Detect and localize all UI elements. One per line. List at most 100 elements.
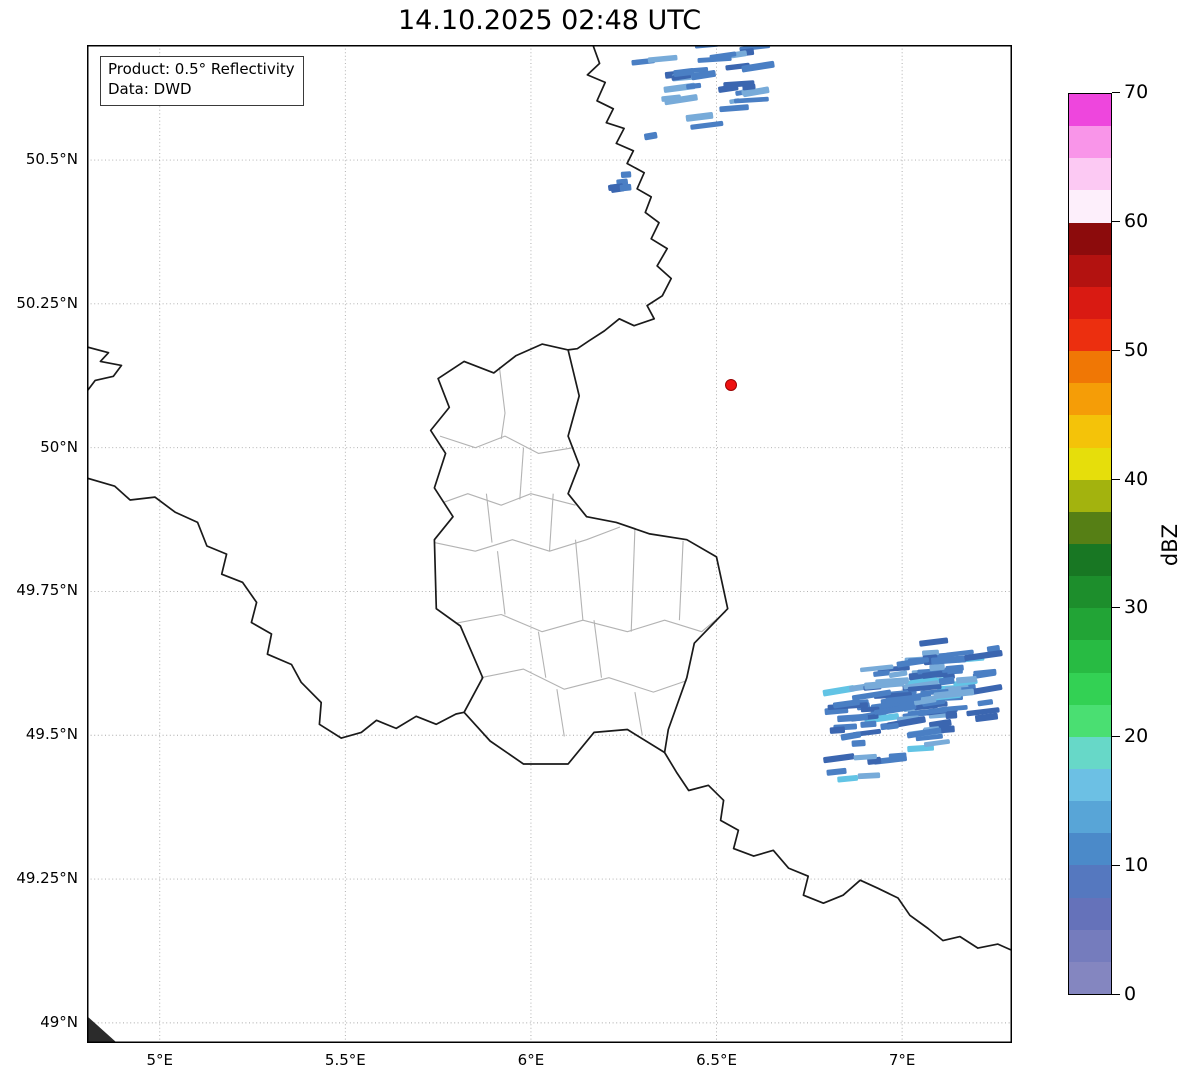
canton-border-line bbox=[537, 631, 547, 678]
x-tick-label: 5.5°E bbox=[324, 1051, 366, 1069]
annotation-product-line: Product: 0.5° Reflectivity bbox=[108, 60, 295, 78]
echo-streak bbox=[822, 685, 855, 697]
echo-streak bbox=[742, 83, 756, 91]
colorbar-segment bbox=[1069, 929, 1111, 962]
echo-streak bbox=[851, 739, 866, 747]
echo-streak bbox=[719, 104, 749, 113]
y-tick-label: 49.5°N bbox=[25, 725, 78, 744]
echo-streak bbox=[664, 94, 698, 106]
colorbar-tick-mark bbox=[1112, 349, 1120, 351]
luxembourg-fill bbox=[430, 344, 728, 764]
echo-streak bbox=[643, 131, 658, 141]
echo-streak bbox=[969, 684, 1003, 696]
colorbar bbox=[1068, 93, 1112, 995]
canton-border-line bbox=[480, 668, 687, 693]
colorbar-tick-label: 60 bbox=[1124, 209, 1149, 232]
colorbar-tick-label: 10 bbox=[1124, 854, 1149, 877]
y-tick-label: 49.25°N bbox=[16, 869, 78, 888]
y-tick-label: 49.75°N bbox=[16, 581, 78, 600]
belgium-germany-border bbox=[567, 45, 673, 351]
echo-streak bbox=[823, 753, 855, 764]
colorbar-tick-label: 20 bbox=[1124, 725, 1149, 748]
echo-streak bbox=[923, 739, 950, 747]
echo-streak bbox=[853, 753, 877, 761]
canton-border-line bbox=[574, 539, 584, 621]
colorbar-segment bbox=[1069, 672, 1111, 705]
canton-border-line bbox=[498, 367, 506, 440]
canton-border-line bbox=[593, 620, 603, 678]
canton-border-line bbox=[496, 551, 506, 615]
luxembourg-border bbox=[429, 343, 729, 765]
echo-streak bbox=[886, 722, 899, 730]
colorbar-segment bbox=[1069, 415, 1111, 448]
canton-border-line bbox=[556, 689, 565, 737]
colorbar-tick-label: 40 bbox=[1124, 467, 1149, 490]
x-tick-label: 6.5°E bbox=[696, 1051, 737, 1069]
colorbar-segment bbox=[1069, 544, 1111, 577]
echo-streak bbox=[964, 650, 1003, 662]
echo-streak bbox=[938, 725, 955, 734]
echo-streak bbox=[977, 699, 994, 707]
echo-streak bbox=[986, 645, 1000, 653]
radar-site-marker bbox=[725, 378, 738, 391]
echo-streak bbox=[907, 707, 947, 717]
echo-streak bbox=[860, 720, 877, 728]
map-layers bbox=[87, 45, 1012, 1043]
echo-streak bbox=[907, 684, 942, 692]
colorbar-segment bbox=[1069, 736, 1111, 770]
x-tick-label: 6°E bbox=[517, 1051, 545, 1069]
colorbar-segment bbox=[1069, 961, 1111, 994]
colorbar-segment bbox=[1069, 286, 1111, 320]
colorbar-segment bbox=[1069, 479, 1111, 512]
x-tick-label: 5°E bbox=[146, 1051, 174, 1069]
echo-streak bbox=[826, 767, 847, 776]
echo-streak bbox=[931, 655, 967, 665]
echo-streak bbox=[647, 54, 678, 63]
canton-border-line bbox=[456, 611, 727, 633]
y-tick-label: 50.5°N bbox=[25, 150, 78, 169]
echo-streak bbox=[946, 649, 974, 658]
country-borders bbox=[87, 45, 1012, 1043]
echo-streak bbox=[832, 699, 860, 709]
north-echo-cluster bbox=[631, 45, 777, 141]
echo-streak bbox=[860, 664, 894, 673]
echo-streak bbox=[690, 120, 724, 130]
echo-streak bbox=[938, 676, 955, 686]
echo-streak bbox=[607, 183, 624, 191]
colorbar-segment bbox=[1069, 351, 1111, 384]
echo-streak bbox=[685, 112, 714, 122]
colorbar-segment bbox=[1069, 865, 1111, 898]
canton-border-line bbox=[519, 447, 525, 500]
x-tick-label: 7°E bbox=[888, 1051, 916, 1069]
radar-echoes bbox=[607, 45, 1003, 783]
canton-border-line bbox=[443, 493, 576, 506]
canton-border-line bbox=[439, 435, 574, 454]
colorbar-tick-label: 50 bbox=[1124, 338, 1149, 361]
echo-streak bbox=[966, 707, 1000, 717]
y-tick-label: 50.25°N bbox=[16, 293, 78, 312]
colorbar-segment bbox=[1069, 576, 1111, 609]
echo-streak bbox=[873, 707, 891, 715]
colorbar-tick-label: 30 bbox=[1124, 596, 1149, 619]
colorbar-segment bbox=[1069, 158, 1111, 191]
echo-streak bbox=[725, 62, 750, 71]
colorbar-segment bbox=[1069, 254, 1111, 287]
echo-streak bbox=[837, 775, 859, 783]
colorbar-segment bbox=[1069, 126, 1111, 159]
echo-streak bbox=[945, 711, 958, 719]
echo-streak bbox=[885, 694, 922, 704]
colorbar-segment bbox=[1069, 383, 1111, 416]
echo-streak bbox=[690, 70, 716, 81]
border-small-echo bbox=[607, 171, 632, 193]
colorbar-tick-mark bbox=[1112, 865, 1120, 867]
echo-streak bbox=[929, 663, 945, 672]
echo-streak bbox=[937, 705, 968, 712]
echo-streak bbox=[741, 60, 775, 73]
echo-streak bbox=[686, 82, 702, 90]
echo-streak bbox=[829, 726, 846, 734]
echo-streak bbox=[734, 96, 769, 104]
belgium-france-border bbox=[87, 477, 465, 739]
axes-frame bbox=[87, 45, 1012, 1043]
colorbar-segment bbox=[1069, 94, 1111, 127]
